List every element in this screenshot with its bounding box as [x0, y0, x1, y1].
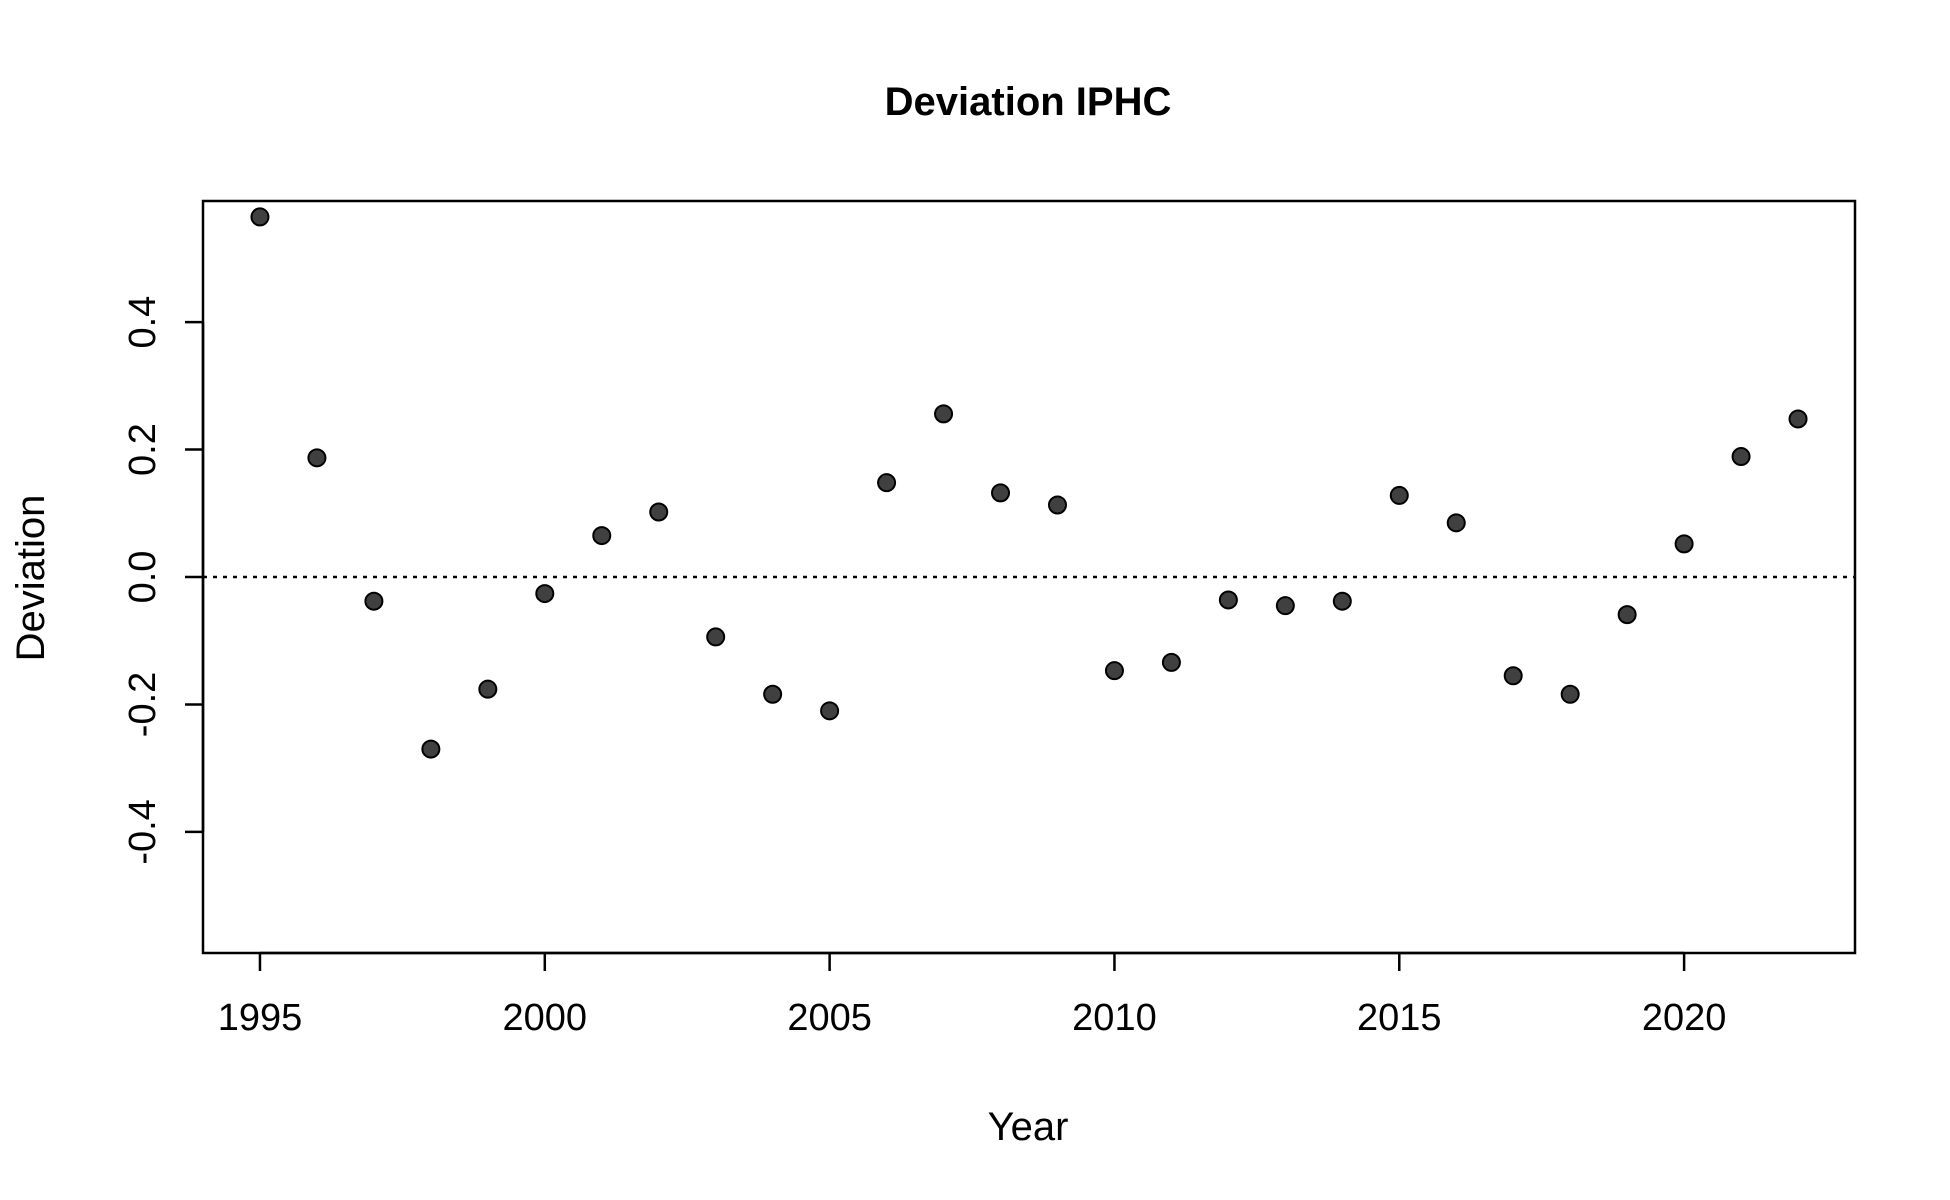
data-point	[1104, 661, 1124, 681]
x-tick-label: 2000	[503, 997, 588, 1039]
x-axis-label: Year	[988, 1105, 1069, 1149]
y-axis-label: Deviation	[9, 495, 53, 662]
x-tick-label: 2020	[1642, 997, 1727, 1039]
data-point	[763, 684, 783, 704]
data-point	[1560, 684, 1580, 704]
data-point	[1503, 666, 1523, 686]
plot-frame	[201, 199, 1857, 955]
data-point	[478, 679, 498, 699]
data-point	[1617, 605, 1637, 625]
y-tick-label: -0.4	[122, 799, 164, 864]
data-point	[592, 526, 612, 546]
data-point	[1275, 596, 1295, 616]
data-point	[1161, 652, 1181, 672]
data-point	[307, 448, 327, 468]
data-point	[1218, 590, 1238, 610]
chart-title: Deviation IPHC	[885, 80, 1172, 124]
data-point	[1389, 485, 1409, 505]
data-point	[421, 739, 441, 759]
data-points	[250, 207, 1808, 759]
x-axis: 1995 2000 2005 2010 2015 2020	[218, 951, 1727, 1039]
data-point	[1047, 495, 1067, 515]
data-point	[934, 404, 954, 424]
data-point	[250, 207, 270, 227]
data-point	[535, 584, 555, 604]
x-tick-label: 2015	[1357, 997, 1442, 1039]
data-point	[1446, 513, 1466, 533]
y-tick-label: 0.4	[122, 296, 164, 349]
data-point	[1731, 447, 1751, 467]
y-tick-label: -0.2	[122, 672, 164, 737]
data-point	[1332, 591, 1352, 611]
data-point	[877, 473, 897, 493]
y-axis: -0.4 -0.2 0.0 0.2 0.4	[122, 296, 205, 865]
x-tick-label: 1995	[218, 997, 303, 1039]
data-point	[820, 701, 840, 721]
x-tick-label: 2010	[1072, 997, 1157, 1039]
data-point	[991, 483, 1011, 503]
x-tick-label: 2005	[787, 997, 872, 1039]
data-point	[649, 502, 669, 522]
y-tick-label: 0.0	[122, 551, 164, 604]
data-point	[706, 627, 726, 647]
data-point	[364, 591, 384, 611]
data-point	[1788, 409, 1808, 429]
y-tick-label: 0.2	[122, 423, 164, 476]
data-point	[1674, 534, 1694, 554]
